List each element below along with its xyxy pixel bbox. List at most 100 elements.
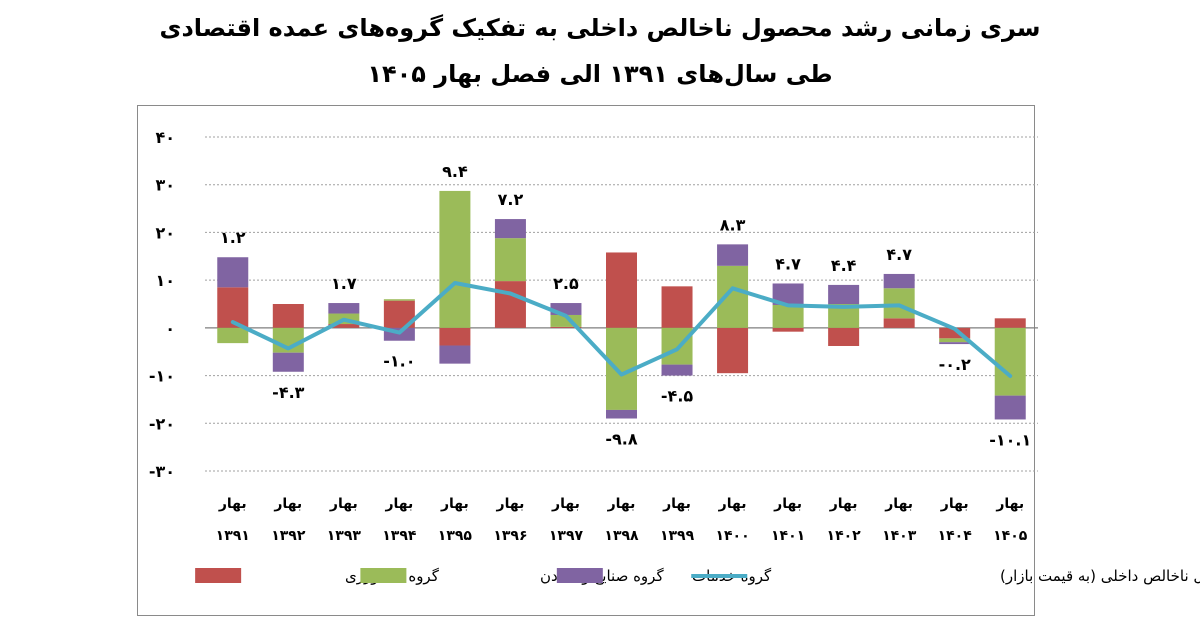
x-category-label-season: بهار [662,496,691,512]
x-category-label-season: بهار [940,496,969,512]
bar-segment [217,257,249,288]
bar-segment [661,364,693,376]
x-category-label-year: ۱۳۹۹ [660,528,695,544]
x-category-label-season: بهار [773,496,802,512]
x-category-label-season: بهار [884,496,913,512]
y-tick-label: ۴۰ [155,128,175,147]
gdp-line [230,281,1013,378]
bar-segment [994,327,1026,396]
bar-segment [606,409,637,419]
x-category-label-year: ۱۳۹۷ [549,528,584,544]
chart-frame [137,105,1035,616]
x-category-label-year: ۱۴۰۰ [715,528,749,544]
bar-segment [883,273,915,289]
data-label: ۴.۷ [775,254,801,273]
data-label: ۹.۴ [442,162,468,181]
bar-segment [717,265,749,328]
x-category-label-season: بهار [273,496,302,512]
y-tick-label: ۲۰ [155,223,175,242]
x-category-label-season: بهار [718,496,747,512]
legend-label: محصول ناخالص داخلی (به قیمت بازار) [1000,567,1200,585]
data-label: ۲.۵ [553,274,579,293]
bar-segment [494,219,526,239]
x-category-label-year: ۱۴۰۲ [827,528,862,544]
chart-title-line1: سری زمانی رشد محصول ناخالص داخلی به تفکی… [159,14,1041,42]
bar-segment [994,395,1026,420]
bar-segment [272,352,304,372]
x-category-label-season: بهار [440,496,469,512]
data-label: ‎-۴.۵ [661,387,693,406]
data-label: ۱.۷ [331,274,357,293]
x-category-label-season: بهار [329,496,358,512]
bar-segment [550,303,582,315]
data-label: ۱.۲ [220,228,246,247]
x-category-label-season: بهار [384,496,413,512]
data-label: ۴.۷ [886,245,912,264]
x-category-label-year: ۱۳۹۲ [271,528,306,544]
data-label: ‎-۰.۲ [939,355,971,374]
x-category-label-season: بهار [551,496,580,512]
bar-segment [661,327,693,365]
x-category-label-year: ۱۴۰۳ [882,528,917,544]
bar-segment [439,345,471,364]
y-tick-label: ‎-۱۰ [149,367,175,386]
bar-segment [939,342,971,345]
bar-segment [772,283,804,305]
x-category-label-season: بهار [496,496,525,512]
bar-segment [661,286,693,328]
legend-swatch [360,568,407,583]
x-category-label-year: ۱۳۹۸ [604,528,639,544]
bar-segment [439,190,471,328]
y-tick-label: ‎-۳۰ [149,462,175,481]
chart-title-line2: طی سال‌های ۱۳۹۱ الی فصل بهار ۱۴۰۵ [367,60,833,88]
bar-segment [883,318,915,328]
x-category-label-year: ۱۴۰۱ [771,528,805,544]
x-category-label-season: بهار [995,496,1024,512]
bar-segment [883,288,915,319]
data-label: ۸.۳ [720,215,746,234]
x-category-label-year: ۱۳۹۳ [327,528,362,544]
bar-segment [494,238,526,282]
bar-segment [717,327,749,374]
bar-segment [939,327,971,339]
data-label: ۴.۴ [831,256,857,275]
y-tick-label: ‎-۲۰ [149,414,175,433]
x-category-label-season: بهار [218,496,247,512]
bar-segment [494,281,526,328]
bar-segment [550,314,582,327]
y-tick-label: ۳۰ [155,176,175,195]
x-category-label-season: بهار [829,496,858,512]
data-label: ‎-۴.۳ [272,383,304,402]
data-label: ‎-۱۰.۱ [989,430,1031,449]
x-category-label-year: ۱۳۹۵ [438,528,473,544]
bar-segment [550,326,582,328]
legend-swatch [556,568,603,583]
x-category-label-year: ۱۳۹۴ [382,528,417,544]
legend-swatch [195,568,242,583]
bar-segment [828,327,860,346]
bar-segment [717,244,749,266]
bar-segment [272,304,304,328]
x-category-label-year: ۱۴۰۵ [993,528,1028,544]
x-category-label-year: ۱۴۰۴ [938,528,973,544]
bar-segment [383,299,415,301]
y-tick-label: ۰ [165,319,175,338]
bar-segment [772,327,804,332]
bar-segment [439,327,471,346]
x-category-label-year: ۱۳۹۱ [216,528,250,544]
bar-segment [328,324,360,328]
bar-segment [828,304,860,328]
bar-segment [772,304,804,328]
bar-segment [994,318,1026,328]
bar-segment [828,284,860,304]
data-label: ۷.۲ [498,190,524,209]
data-label: ‎-۱.۰ [383,352,415,371]
x-category-label-year: ۱۳۹۶ [493,528,527,544]
x-category-label-season: بهار [607,496,636,512]
data-label: ‎-۹.۸ [605,430,637,449]
bar-segment [606,252,637,328]
bar-segment [328,303,360,314]
bar-segment [217,327,249,344]
y-tick-label: ۱۰ [155,271,175,290]
